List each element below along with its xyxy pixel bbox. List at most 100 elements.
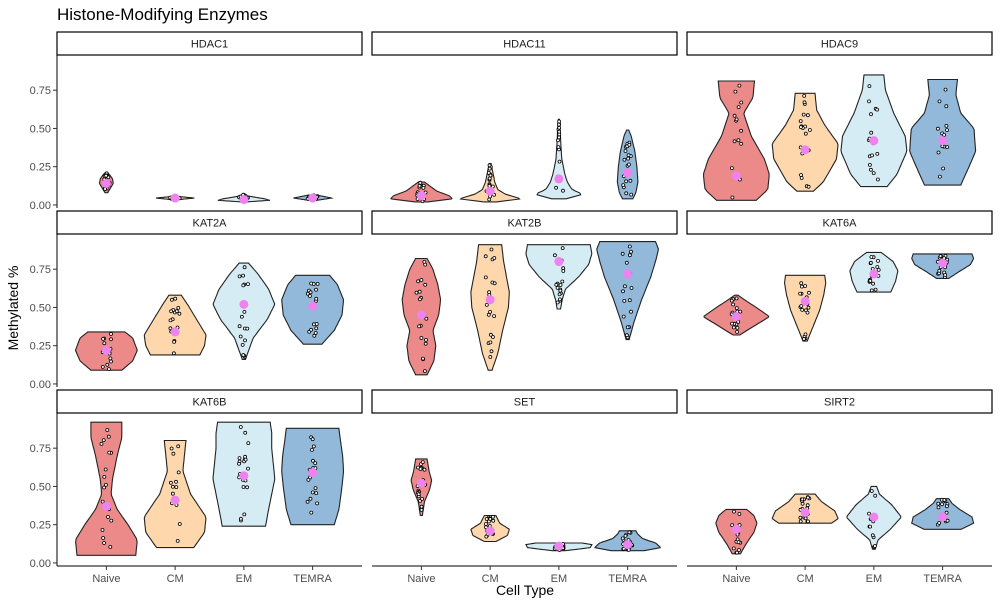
data-point (170, 491, 175, 496)
mean-marker-kat2b-temra (623, 269, 633, 279)
data-point (419, 504, 424, 509)
data-point (736, 138, 741, 143)
data-point (629, 309, 633, 314)
data-point (492, 281, 497, 286)
data-point (241, 273, 246, 278)
facet-strip (686, 389, 993, 414)
data-point (239, 314, 244, 319)
facet-strip (371, 210, 678, 235)
data-point (869, 489, 874, 493)
data-point (735, 329, 739, 334)
y-tick-label: 0.75 (30, 85, 51, 97)
data-point (554, 185, 558, 190)
mean-marker-sirt2-cm (800, 507, 810, 517)
data-point (805, 310, 810, 315)
mean-marker-hdac1-em (239, 195, 249, 205)
chart-title: Histone-Modifying Enzymes (57, 5, 268, 24)
data-point (806, 184, 811, 189)
facet-strip-label: HDAC1 (191, 39, 228, 51)
data-point (246, 466, 250, 471)
data-point (876, 177, 880, 182)
violin-hdac9-cm (771, 92, 839, 192)
data-point (937, 99, 942, 104)
mean-marker-sirt2-em (869, 512, 879, 522)
data-point (484, 302, 489, 307)
x-tick-label: TEMRA (293, 573, 332, 585)
violin-kat2b-cm (470, 244, 510, 371)
data-point (169, 297, 174, 302)
data-point (102, 485, 106, 490)
data-point (620, 251, 625, 256)
facet-panel-kat6b: KAT6B 0.00 0.25 0.50 0.75 Naive CM EM TEMRA (30, 389, 363, 585)
data-point (557, 159, 562, 164)
data-point (731, 302, 735, 307)
data-point (557, 292, 562, 297)
data-point (625, 333, 629, 338)
data-point (238, 334, 243, 339)
data-point (314, 326, 319, 331)
data-point (557, 119, 561, 124)
data-point (314, 287, 318, 292)
data-point (875, 107, 879, 112)
data-point (734, 296, 739, 301)
data-point (556, 138, 560, 143)
mean-marker-kat2a-em (239, 299, 249, 309)
facet-strip (56, 31, 363, 56)
data-point (799, 176, 804, 180)
data-point (629, 286, 634, 290)
data-point (484, 517, 489, 521)
data-point (735, 550, 739, 555)
y-tick-label: 0.00 (30, 558, 51, 570)
data-point (108, 545, 113, 549)
data-point (487, 197, 492, 202)
data-point (416, 465, 420, 470)
y-tick-label: 0.25 (30, 341, 51, 353)
mean-marker-hdac1-naive (101, 179, 111, 189)
data-point (799, 173, 803, 177)
data-point (876, 267, 881, 272)
mean-marker-kat2a-naive (101, 345, 111, 355)
facet-panels: HDAC1 0.00 0.25 0.50 0.75 HDAC11 HDAC9 KAT2A 0.0… (30, 31, 993, 585)
data-point (171, 351, 176, 356)
data-point (623, 534, 628, 538)
data-point (730, 523, 734, 527)
x-tick-label: CM (797, 573, 814, 585)
data-point (936, 501, 941, 506)
data-point (175, 539, 180, 543)
data-point (629, 249, 633, 254)
data-point (800, 501, 805, 506)
data-point (869, 130, 874, 135)
data-point (867, 84, 872, 88)
data-point (554, 282, 559, 287)
data-point (109, 518, 114, 523)
data-point (315, 281, 320, 286)
x-tick-label: EM (866, 573, 883, 585)
data-point (174, 485, 179, 490)
data-point (943, 87, 948, 92)
data-point (242, 265, 247, 270)
data-point (105, 428, 110, 432)
facet-panel-hdac11: HDAC11 (371, 31, 678, 204)
data-point (423, 341, 428, 346)
data-point (802, 337, 806, 341)
data-point (876, 258, 880, 263)
data-point (309, 510, 314, 515)
data-point (419, 278, 424, 282)
mean-marker-hdac9-em (869, 136, 879, 146)
data-point (868, 278, 873, 283)
data-point (311, 458, 315, 463)
data-point (620, 536, 625, 541)
mean-marker-hdac9-temra (938, 136, 948, 146)
facet-strip-label: KAT2A (192, 218, 227, 230)
data-point (174, 309, 179, 314)
data-point (557, 129, 562, 134)
data-point (945, 128, 949, 133)
data-point (488, 309, 493, 314)
data-point (561, 188, 565, 193)
data-point (421, 185, 426, 190)
data-point (731, 546, 736, 551)
data-point (109, 332, 113, 336)
data-point (738, 309, 743, 314)
data-point (245, 326, 250, 331)
